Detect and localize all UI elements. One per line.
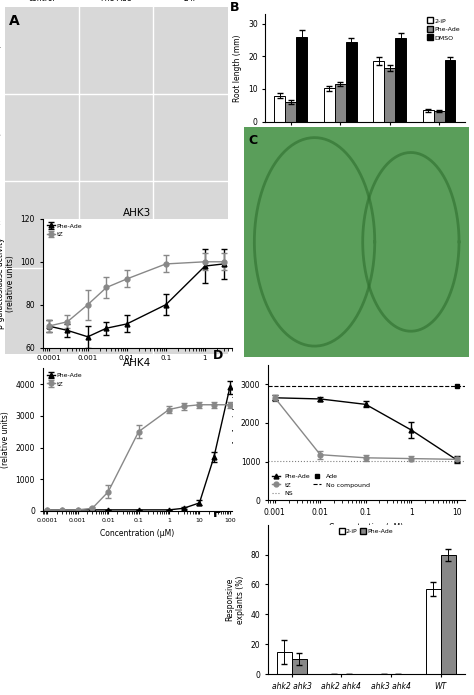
Bar [423, 111, 434, 122]
Legend: 2-iP, Phe-Ade: 2-iP, Phe-Ade [338, 528, 394, 536]
Text: control: control [28, 0, 55, 3]
Bar [374, 61, 384, 122]
Text: Phe-Ade: Phe-Ade [100, 0, 132, 3]
Bar [346, 42, 356, 122]
Text: D: D [213, 349, 223, 361]
Bar [274, 95, 285, 122]
Text: B: B [229, 1, 239, 14]
Title: AHK4: AHK4 [123, 357, 152, 368]
Bar [384, 68, 395, 122]
X-axis label: Concentration (μM): Concentration (μM) [100, 529, 174, 538]
Bar [395, 38, 406, 122]
Bar [324, 88, 335, 122]
Text: F: F [213, 507, 221, 520]
Bar [292, 659, 307, 674]
Legend: Phe-Ade, tZ: Phe-Ade, tZ [46, 371, 83, 388]
Y-axis label: Bound [³H]tZ (dpm): Bound [³H]tZ (dpm) [226, 395, 235, 471]
Y-axis label: Root length (mm): Root length (mm) [234, 34, 243, 101]
X-axis label: Concentration (μM): Concentration (μM) [329, 523, 403, 532]
Y-axis label: β-galactosidase activity
(relative units): β-galactosidase activity (relative units… [0, 394, 10, 485]
Bar [445, 60, 456, 122]
Legend: Phe-Ade, tZ: Phe-Ade, tZ [46, 222, 83, 238]
Text: 2-iP: 2-iP [183, 0, 198, 3]
Legend: 2-iP, Phe-Ade, DMSO: 2-iP, Phe-Ade, DMSO [427, 17, 461, 42]
Title: AHK3: AHK3 [123, 208, 152, 218]
Y-axis label: Responsive
explants (%): Responsive explants (%) [226, 575, 245, 623]
Bar [285, 102, 296, 122]
Bar [426, 589, 441, 674]
Text: C: C [248, 134, 258, 147]
Bar [277, 652, 292, 674]
Legend: Phe-Ade, tZ, NS, Ade, No compound: Phe-Ade, tZ, NS, Ade, No compound [271, 473, 371, 498]
Bar [296, 37, 307, 122]
Text: A: A [9, 14, 20, 28]
Bar [441, 555, 456, 674]
Bar [434, 111, 445, 122]
Bar [335, 84, 346, 122]
Y-axis label: β-galactosidase activity
(relative units): β-galactosidase activity (relative units… [0, 238, 15, 329]
